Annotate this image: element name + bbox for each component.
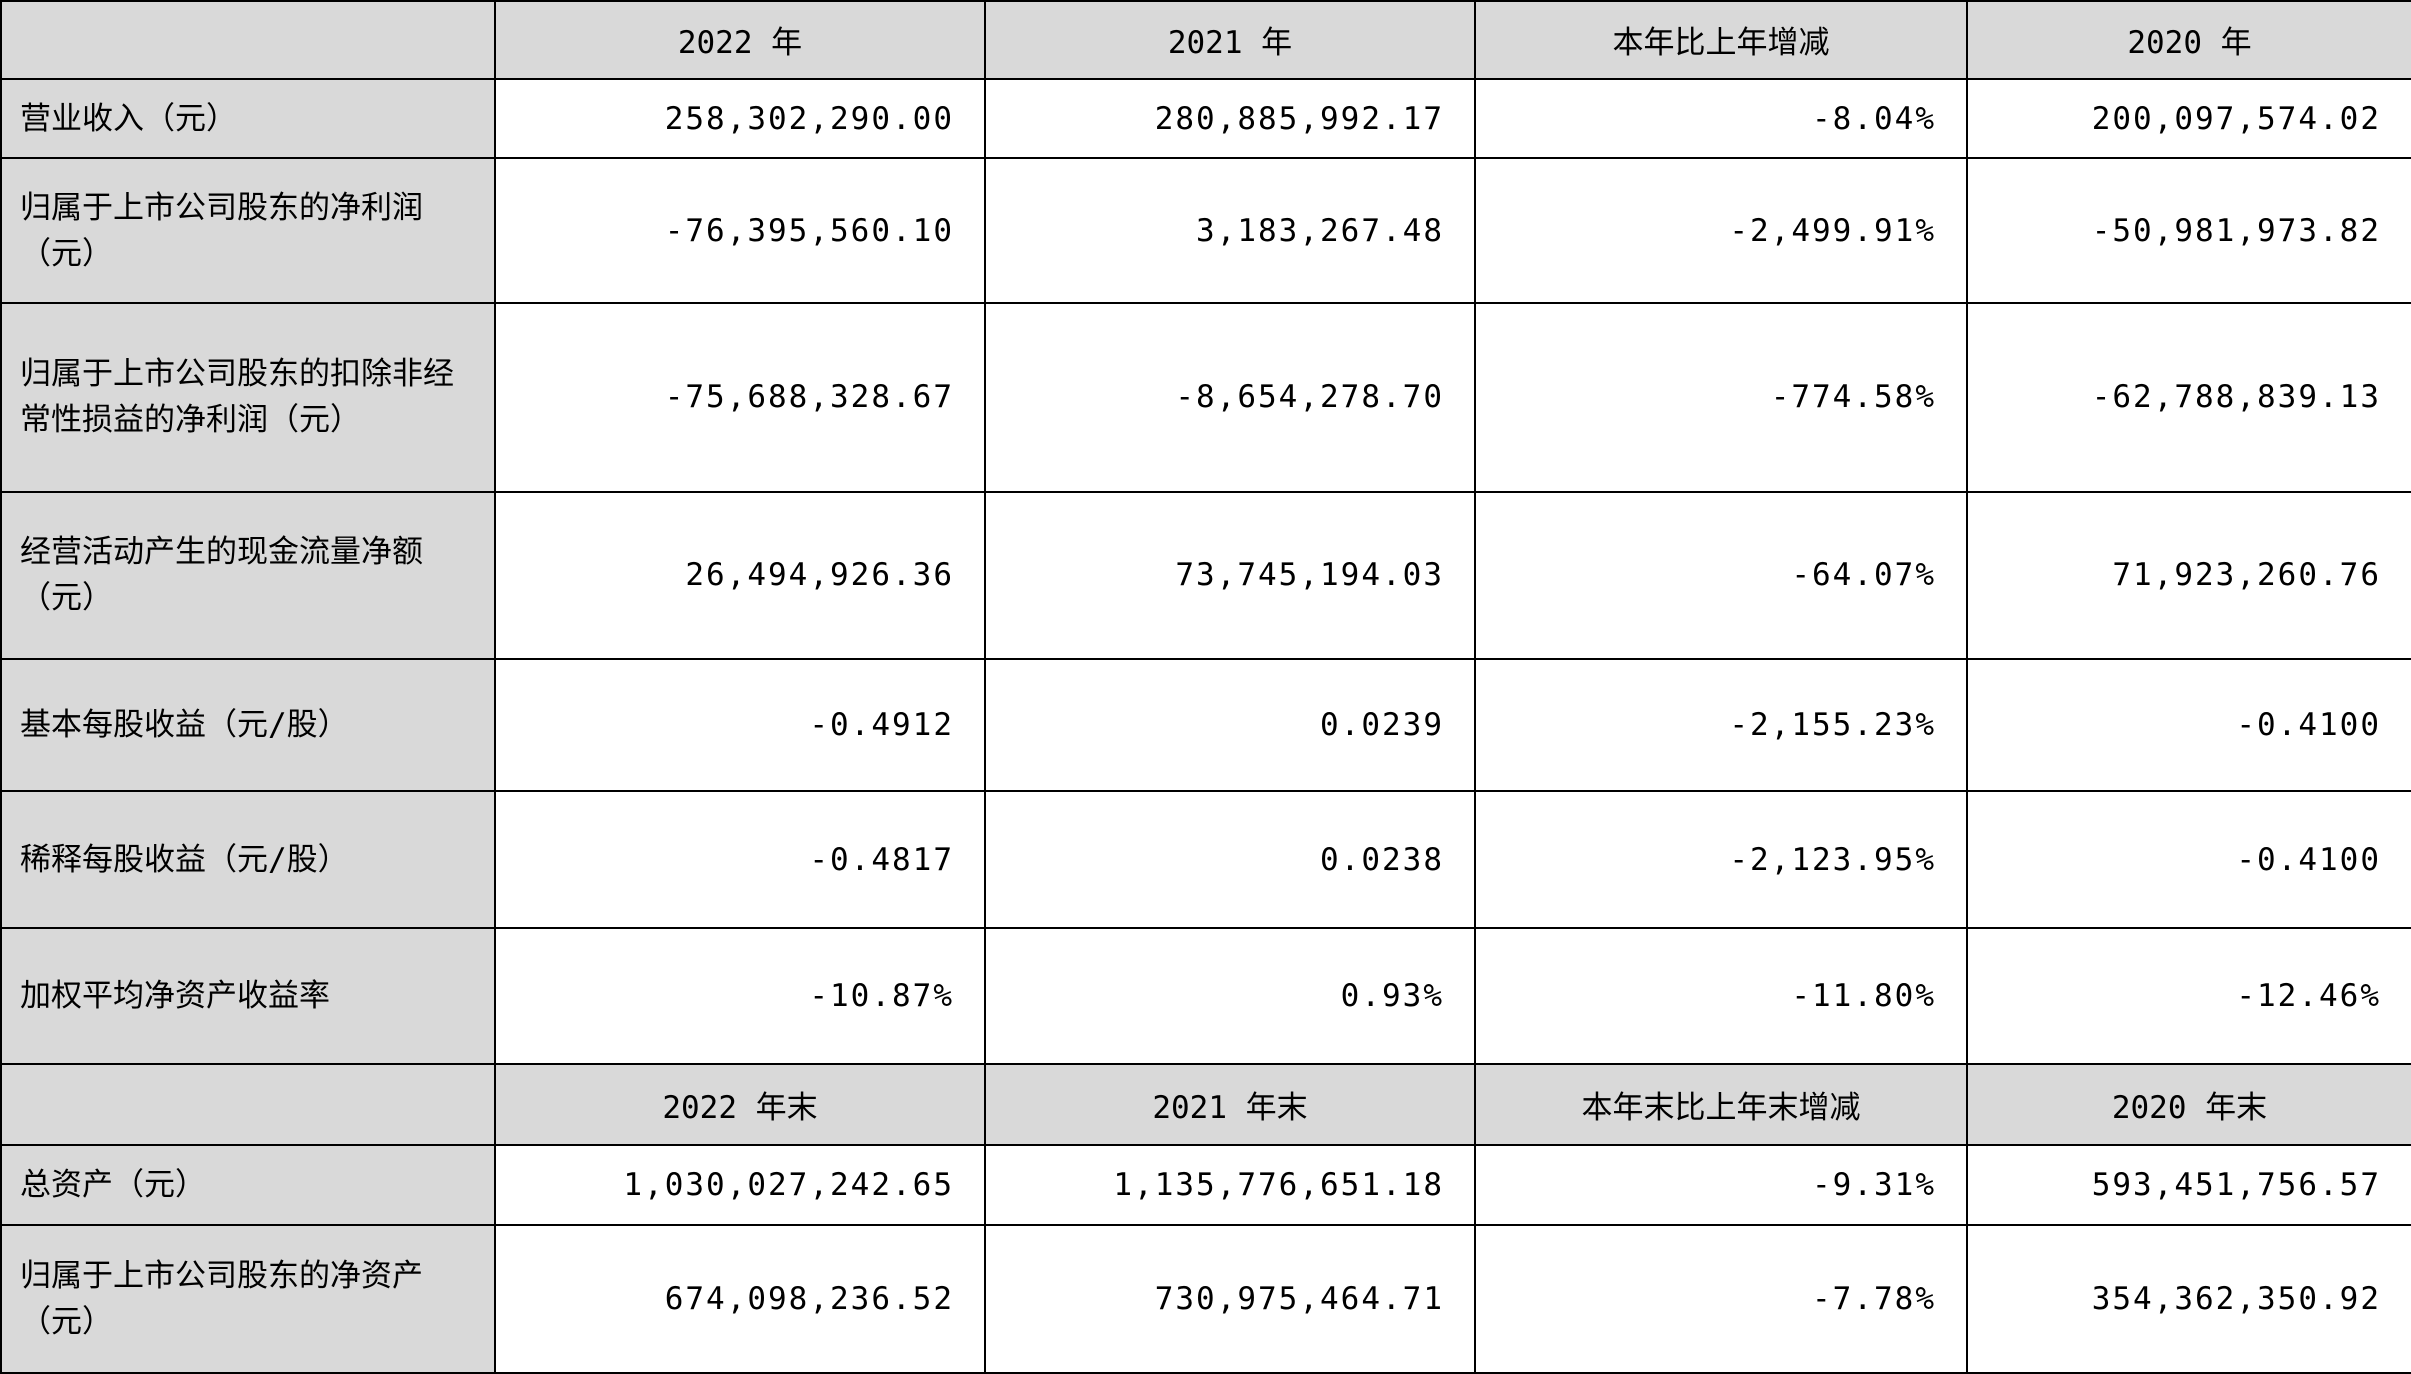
table-row-net-assets: 归属于上市公司股东的净资产（元） 674,098,236.52 730,975,… xyxy=(0,1223,2411,1374)
value-yoy: -64.07% xyxy=(1474,490,1968,661)
value-2020: -0.4100 xyxy=(1966,790,2411,929)
column-header-yoy: 本年比上年增减 xyxy=(1474,0,1968,80)
corner-cell xyxy=(0,1063,496,1146)
table-row-net-profit-deducted: 归属于上市公司股东的扣除非经常性损益的净利润（元） -75,688,328.67… xyxy=(0,301,2411,493)
value-2022: 26,494,926.36 xyxy=(494,490,986,661)
value-2022: -75,688,328.67 xyxy=(494,301,986,493)
value-yoy: -2,123.95% xyxy=(1474,790,1968,929)
column-header-yoy-end: 本年末比上年末增减 xyxy=(1474,1063,1968,1146)
row-label: 加权平均净资产收益率 xyxy=(0,926,496,1066)
value-2020: 354,362,350.92 xyxy=(1966,1223,2411,1374)
row-label: 稀释每股收益（元/股） xyxy=(0,790,496,929)
value-2022: -0.4912 xyxy=(494,658,986,793)
value-2022: 674,098,236.52 xyxy=(494,1223,986,1374)
table-row-diluted-eps: 稀释每股收益（元/股） -0.4817 0.0238 -2,123.95% -0… xyxy=(0,790,2411,929)
value-2021: 0.93% xyxy=(984,926,1476,1066)
value-2021: 3,183,267.48 xyxy=(984,157,1476,304)
table-row-total-assets: 总资产（元） 1,030,027,242.65 1,135,776,651.18… xyxy=(0,1143,2411,1226)
value-2021: 73,745,194.03 xyxy=(984,490,1476,661)
value-2020: -12.46% xyxy=(1966,926,2411,1066)
value-2021: 280,885,992.17 xyxy=(984,77,1476,160)
row-label: 基本每股收益（元/股） xyxy=(0,658,496,793)
value-yoy: -2,499.91% xyxy=(1474,157,1968,304)
column-header-2021: 2021 年 xyxy=(984,0,1476,80)
value-yoy: -9.31% xyxy=(1474,1143,1968,1226)
column-header-2022: 2022 年 xyxy=(494,0,986,80)
value-2020: 71,923,260.76 xyxy=(1966,490,2411,661)
column-header-2021-end: 2021 年末 xyxy=(984,1063,1476,1146)
row-label: 经营活动产生的现金流量净额（元） xyxy=(0,490,496,661)
value-yoy: -2,155.23% xyxy=(1474,658,1968,793)
value-2022: -10.87% xyxy=(494,926,986,1066)
annual-header-row: 2022 年 2021 年 本年比上年增减 2020 年 xyxy=(0,0,2411,80)
value-2020: -62,788,839.13 xyxy=(1966,301,2411,493)
value-yoy: -774.58% xyxy=(1474,301,1968,493)
column-header-2022-end: 2022 年末 xyxy=(494,1063,986,1146)
value-2020: -50,981,973.82 xyxy=(1966,157,2411,304)
value-2021: 730,975,464.71 xyxy=(984,1223,1476,1374)
corner-cell xyxy=(0,0,496,80)
row-label: 归属于上市公司股东的净利润（元） xyxy=(0,157,496,304)
value-2022: 258,302,290.00 xyxy=(494,77,986,160)
value-yoy: -8.04% xyxy=(1474,77,1968,160)
table-row-revenue: 营业收入（元） 258,302,290.00 280,885,992.17 -8… xyxy=(0,77,2411,160)
value-2021: -8,654,278.70 xyxy=(984,301,1476,493)
table-row-net-profit: 归属于上市公司股东的净利润（元） -76,395,560.10 3,183,26… xyxy=(0,157,2411,304)
value-2020: -0.4100 xyxy=(1966,658,2411,793)
table-row-basic-eps: 基本每股收益（元/股） -0.4912 0.0239 -2,155.23% -0… xyxy=(0,658,2411,793)
value-2022: -0.4817 xyxy=(494,790,986,929)
value-2021: 1,135,776,651.18 xyxy=(984,1143,1476,1226)
row-label: 总资产（元） xyxy=(0,1143,496,1226)
row-label: 归属于上市公司股东的扣除非经常性损益的净利润（元） xyxy=(0,301,496,493)
value-2022: 1,030,027,242.65 xyxy=(494,1143,986,1226)
period-end-header-row: 2022 年末 2021 年末 本年末比上年末增减 2020 年末 xyxy=(0,1063,2411,1146)
column-header-2020-end: 2020 年末 xyxy=(1966,1063,2411,1146)
row-label: 归属于上市公司股东的净资产（元） xyxy=(0,1223,496,1374)
value-yoy: -11.80% xyxy=(1474,926,1968,1066)
value-2021: 0.0238 xyxy=(984,790,1476,929)
value-2022: -76,395,560.10 xyxy=(494,157,986,304)
value-2021: 0.0239 xyxy=(984,658,1476,793)
column-header-2020: 2020 年 xyxy=(1966,0,2411,80)
row-label: 营业收入（元） xyxy=(0,77,496,160)
value-2020: 200,097,574.02 xyxy=(1966,77,2411,160)
value-yoy: -7.78% xyxy=(1474,1223,1968,1374)
table-row-operating-cash-flow: 经营活动产生的现金流量净额（元） 26,494,926.36 73,745,19… xyxy=(0,490,2411,661)
value-2020: 593,451,756.57 xyxy=(1966,1143,2411,1226)
table-row-weighted-avg-roe: 加权平均净资产收益率 -10.87% 0.93% -11.80% -12.46% xyxy=(0,926,2411,1066)
